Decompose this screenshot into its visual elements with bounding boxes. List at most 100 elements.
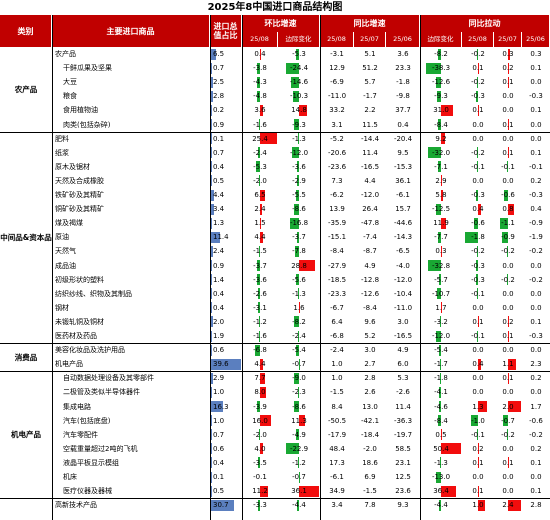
pull6-value: 0.0 <box>530 261 542 270</box>
pull7-value: 0.8 <box>502 205 514 214</box>
mom-value: 2.4 <box>254 205 266 214</box>
yoy7-value: 5.7 <box>364 78 376 87</box>
pull8-value: 0.1 <box>472 317 484 326</box>
yoy-value: 6.4 <box>331 317 343 326</box>
subheader-3: 25/07 <box>354 32 386 47</box>
pull6-value: -0.2 <box>529 275 543 284</box>
yoy6-value: 4.9 <box>397 346 409 355</box>
share-bar <box>211 316 213 328</box>
pull7-value: 0.1 <box>502 332 514 340</box>
yoy6-value: 36.1 <box>395 176 411 185</box>
mom-value: -1.6 <box>253 332 267 340</box>
share-bar <box>211 231 220 243</box>
pull7-bar <box>508 203 514 215</box>
mom-value: 25.4 <box>252 134 268 143</box>
pull7-bar <box>501 231 508 243</box>
share-value: 0.6 <box>213 346 225 355</box>
yoy-value: -2.4 <box>330 346 344 355</box>
pull6-value: 2.8 <box>530 501 542 510</box>
yoy7-value: 11.5 <box>362 120 378 129</box>
mom_chg-bar <box>294 203 299 215</box>
mom_chg-bar <box>286 443 299 455</box>
pull7-bar <box>506 429 508 441</box>
header-share: 进口总值占比 <box>210 15 242 47</box>
mom_chg-value: 1.6 <box>293 303 305 312</box>
pull8-value: 0.0 <box>472 303 484 312</box>
mom-value: -2.6 <box>253 289 267 298</box>
pull6-value: 0.2 <box>530 176 542 185</box>
share-bar <box>211 245 213 257</box>
yoy-value: 3.4 <box>331 501 343 510</box>
mom_chg-bar <box>295 189 299 201</box>
yoy7-value: -12.6 <box>360 289 380 298</box>
pull6-value: 0.2 <box>530 444 542 453</box>
share-value: 2.8 <box>213 92 225 101</box>
yoy_chg-value: -12.0 <box>431 332 451 340</box>
share-value: 1.9 <box>213 332 225 340</box>
yoy-value: -6.7 <box>330 303 344 312</box>
yoy6-value: -44.6 <box>393 219 413 228</box>
yoy7-value: 7.8 <box>364 501 376 510</box>
share-value: 0.4 <box>213 162 225 171</box>
share-value: 0.2 <box>213 106 225 115</box>
row-separator <box>0 131 550 133</box>
mom-bar <box>258 330 260 342</box>
mom-value: -3.3 <box>253 501 267 510</box>
yoy_chg-bar <box>437 119 441 130</box>
mom_chg-value: -8.6 <box>292 402 306 411</box>
yoy_chg-value: 31.0 <box>433 106 449 115</box>
yoy_chg-value: -5.4 <box>434 346 448 355</box>
row-name: 农产品 <box>55 50 76 58</box>
mom_chg-value: -8.2 <box>292 317 306 326</box>
yoy_chg-bar <box>437 90 441 102</box>
pull8-bar <box>475 260 478 271</box>
mom_chg-bar <box>297 386 299 398</box>
yoy7-value: -2.0 <box>363 444 377 453</box>
yoy_chg-value: -12.6 <box>431 78 451 87</box>
yoy7-value: 5.2 <box>364 332 376 340</box>
mom_chg-value: 14.8 <box>291 106 307 115</box>
yoy-value: -50.5 <box>327 416 347 425</box>
share-value: 0.7 <box>213 430 225 439</box>
mom_chg-value: -5.6 <box>292 275 306 284</box>
column-separator <box>320 15 321 520</box>
yoy7-value: 4.9 <box>364 261 376 270</box>
share-bar <box>211 119 212 130</box>
mom_chg-value: 36.1 <box>291 487 307 496</box>
yoy_chg-bar <box>438 274 441 286</box>
mom_chg-value: -1.2 <box>292 458 306 467</box>
pull8-bar <box>478 457 479 469</box>
yoy6-value: -6.1 <box>396 191 410 199</box>
share-bar <box>211 344 212 356</box>
share-value: 1.3 <box>213 219 225 228</box>
mom_chg-bar <box>297 175 299 187</box>
pull6-value: 0.0 <box>530 289 542 298</box>
mom-bar <box>258 429 260 441</box>
yoy6-value: 11.4 <box>395 402 411 411</box>
yoy_chg-bar <box>439 386 441 398</box>
pull8-bar <box>478 316 479 328</box>
pull8-value: 0.0 <box>472 120 484 129</box>
share-value: 2.4 <box>213 247 225 256</box>
pull7-value: 0.0 <box>502 106 514 115</box>
mom_chg-value: -14.6 <box>289 78 309 87</box>
yoy_chg-bar <box>441 133 445 145</box>
pull8-value: 0.4 <box>472 205 484 214</box>
yoy6-value: -9.8 <box>396 92 410 101</box>
mom-bar <box>260 231 264 243</box>
share-value: 39.6 <box>213 360 229 369</box>
yoy_chg-bar <box>439 316 441 328</box>
pull8-bar <box>476 76 478 88</box>
mom_chg-bar <box>296 48 299 60</box>
mom_chg-bar <box>293 90 299 102</box>
mom-value: -2.0 <box>253 430 267 439</box>
mom_chg-value: -4.9 <box>292 430 306 439</box>
yoy7-value: -8.4 <box>363 303 377 312</box>
yoy7-value: 26.4 <box>362 205 378 214</box>
column-separator <box>242 15 243 520</box>
mom_chg-value: 28.8 <box>291 261 307 270</box>
pull6-value: 0.1 <box>530 148 542 157</box>
pull7-value: 0.0 <box>502 92 514 101</box>
mom-bar <box>260 358 264 370</box>
yoy_chg-bar <box>437 415 441 427</box>
